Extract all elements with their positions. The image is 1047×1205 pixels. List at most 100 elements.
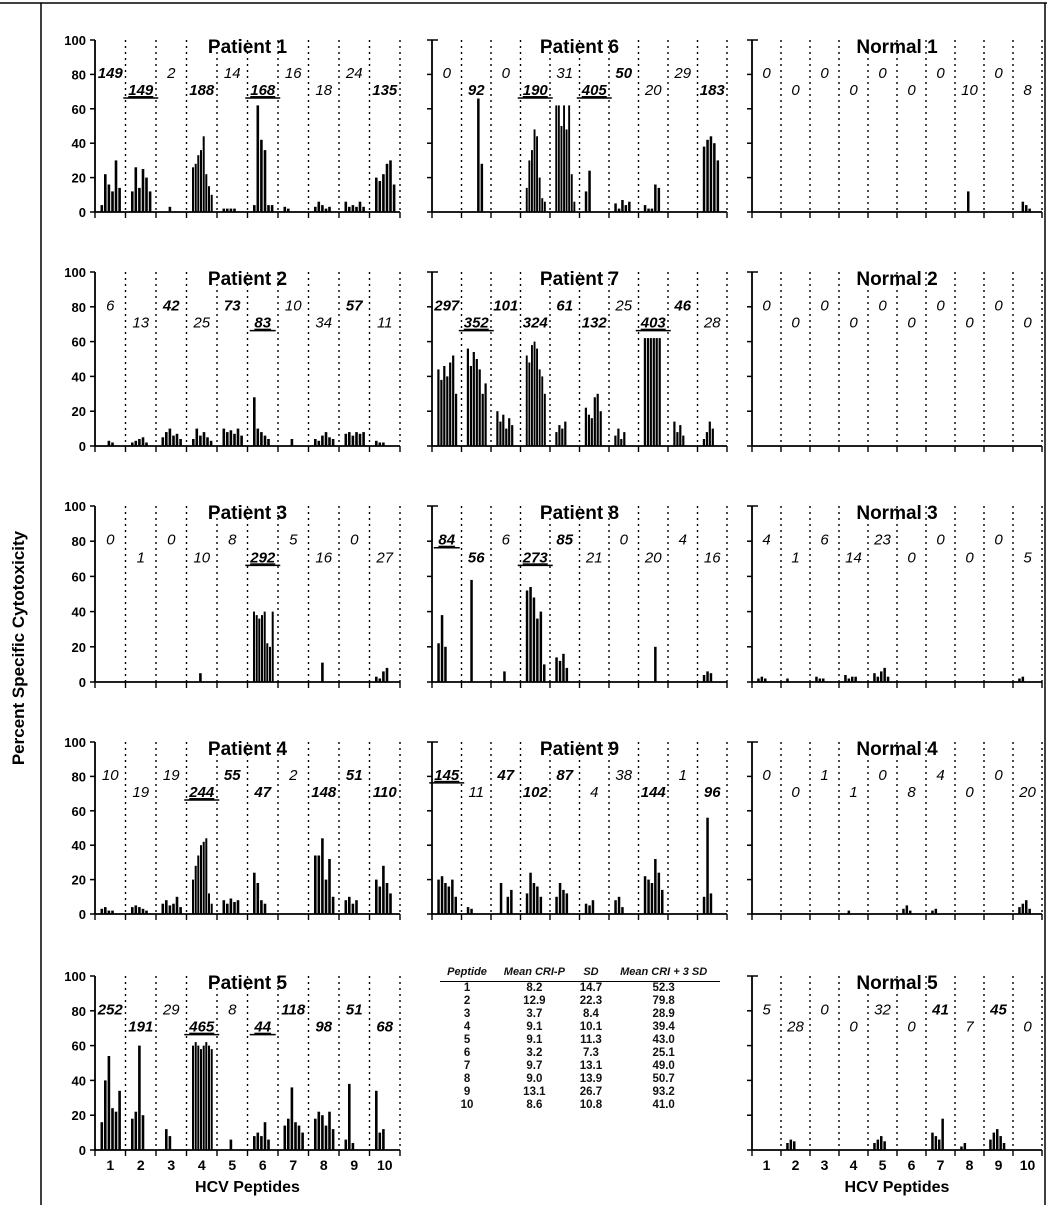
patient-7-bar-p7-4 bbox=[623, 432, 626, 446]
patient-1-bar-p8-5 bbox=[328, 206, 331, 212]
patient-7-bar-p6-4 bbox=[593, 397, 596, 446]
table-row: 10 8.6 10.8 41.0 bbox=[440, 1099, 720, 1112]
patient-8-annotation-p4: 273 bbox=[522, 549, 549, 566]
patient-6-bar-p10-1 bbox=[702, 146, 706, 212]
patient-1-annotation-p4: 188 bbox=[189, 82, 215, 99]
patient-1-y-tick-label: 20 bbox=[72, 171, 86, 186]
normal-4-bar-p6-2 bbox=[905, 905, 909, 914]
table-row: 9 13.1 26.7 93.2 bbox=[440, 1086, 720, 1099]
patient-7-bar-p4-4 bbox=[533, 341, 536, 446]
patient-9-bar-p3-5 bbox=[510, 889, 513, 914]
patient-5-bar-p8-5 bbox=[328, 1111, 331, 1150]
patient-3-y-tick-label: 60 bbox=[72, 569, 86, 584]
table-cell: 52.3 bbox=[652, 982, 675, 994]
patient-5-bar-p4-1 bbox=[192, 1045, 194, 1150]
patient-4-bar-p1-4 bbox=[111, 910, 114, 914]
patient-5-bar-p9-1 bbox=[344, 1139, 348, 1150]
patient-2-bar-p6-5 bbox=[267, 439, 270, 446]
normal-2-annotation-p5: 0 bbox=[878, 297, 887, 314]
patient-1-bar-p10-4 bbox=[385, 163, 389, 212]
patient-1-bar-p3-3 bbox=[168, 206, 172, 212]
patient-7-annotation-p4: 324 bbox=[523, 315, 549, 332]
patient-7-bar-p1-6 bbox=[452, 355, 455, 446]
patient-5-bar-p5-3 bbox=[229, 1139, 233, 1150]
patient-7-bar-p3-3 bbox=[502, 414, 505, 446]
patient-5-y-tick-label: 40 bbox=[72, 1073, 86, 1088]
patient-1-bar-p6-3 bbox=[260, 139, 263, 212]
normal-4-bar-p6-3 bbox=[909, 910, 912, 914]
patient-8-bar-p10-3 bbox=[709, 673, 713, 682]
table-row: 6 3.2 7.3 25.1 bbox=[440, 1047, 720, 1060]
patient-4-title: Patient 4 bbox=[208, 739, 288, 760]
normal-4-bar-p10-2 bbox=[1021, 903, 1025, 914]
patient-7-bar-p4-8 bbox=[543, 393, 546, 446]
patient-2-bar-p4-1 bbox=[192, 439, 195, 446]
patient-8-bar-p5-2 bbox=[558, 660, 562, 682]
patient-1-bar-p10-5 bbox=[389, 160, 392, 212]
normal-5-bar-p9-4 bbox=[999, 1136, 1002, 1150]
normal-4-annotation-p5: 0 bbox=[878, 767, 887, 784]
table-cell: 1 bbox=[463, 982, 471, 994]
normal-3-bar-p4-3 bbox=[851, 676, 854, 682]
patient-4-annotation-p8: 148 bbox=[311, 784, 337, 801]
patient-5-bar-p6-4 bbox=[263, 1122, 267, 1150]
patient-9-bar-p8-6 bbox=[661, 889, 664, 914]
table-header-mean-cri-3sd: Mean CRI + 3 SD bbox=[620, 966, 708, 978]
patient-1-bar-p9-1 bbox=[344, 201, 348, 212]
normal-5-bar-p7-2 bbox=[934, 1136, 938, 1150]
normal-5-bar-p5-3 bbox=[880, 1136, 883, 1150]
patient-1-bar-p9-4 bbox=[355, 206, 358, 212]
patient-1-bar-p6-1 bbox=[253, 205, 256, 212]
patient-7-bar-p7-1 bbox=[614, 435, 617, 446]
patient-5-bar-p1-5 bbox=[114, 1111, 118, 1150]
patient-9-bar-p8-3 bbox=[650, 883, 654, 914]
patient-1-bar-p2-6 bbox=[148, 191, 152, 212]
patient-5-annotation-p5: 8 bbox=[228, 1001, 237, 1018]
patient-4-bar-p6-2 bbox=[256, 883, 260, 914]
table-header-mean-cri-p: Mean CRI-P bbox=[503, 966, 565, 978]
normal-1-annotation-p2: 0 bbox=[791, 82, 800, 99]
patient-2-annotation-p5: 73 bbox=[224, 297, 241, 314]
patient-6-bar-p4-7 bbox=[541, 198, 544, 212]
table-cell: 41.0 bbox=[652, 1099, 675, 1111]
patient-3-annotation-p10: 27 bbox=[375, 549, 393, 566]
table-cell: 3.7 bbox=[526, 1008, 543, 1020]
normal-4-bar-p10-1 bbox=[1018, 907, 1021, 914]
patient-6-bar-p2-4 bbox=[477, 98, 480, 212]
patient-7-bar-p7-3 bbox=[620, 439, 623, 446]
normal-5-bar-p9-1 bbox=[989, 1139, 992, 1150]
patient-6-annotation-p10: 183 bbox=[700, 82, 726, 99]
patient-9-bar-p5-1 bbox=[555, 896, 558, 914]
patient-5-bar-p9-3 bbox=[351, 1143, 355, 1150]
table-row: 1 8.2 14.7 52.3 bbox=[440, 982, 720, 996]
patient-8-bar-p3-3 bbox=[503, 671, 506, 682]
patient-4-bar-p10-4 bbox=[385, 883, 389, 914]
normal-5-bar-p2-3 bbox=[793, 1141, 796, 1150]
patient-4-bar-p4-6 bbox=[205, 838, 208, 914]
table-row: 8 9.0 13.9 50.7 bbox=[440, 1073, 720, 1086]
table-cell: 28.9 bbox=[652, 1008, 675, 1020]
patient-8-annotation-p7: 0 bbox=[620, 532, 629, 549]
patient-9-bar-p4-4 bbox=[536, 886, 539, 914]
patient-4-bar-p8-5 bbox=[328, 859, 331, 914]
patient-2-annotation-p6: 83 bbox=[254, 315, 271, 332]
patient-7-bar-p1-2 bbox=[440, 379, 443, 446]
normal-5-x-axis-title: HCV Peptides bbox=[845, 1179, 950, 1196]
patient-2-bar-p1-4 bbox=[111, 442, 114, 446]
patient-5-x-tick-label: 9 bbox=[350, 1157, 358, 1173]
patient-1-bar-p2-2 bbox=[134, 167, 138, 212]
patient-5-y-tick-label: 100 bbox=[64, 969, 86, 984]
patient-9-bar-p1-1 bbox=[437, 879, 440, 914]
patient-7-annotation-p5: 61 bbox=[556, 297, 573, 314]
patient-9-bar-p5-2 bbox=[558, 883, 562, 914]
normal-4-annotation-p4: 1 bbox=[849, 784, 857, 801]
patient-4-bar-p2-2 bbox=[134, 905, 138, 914]
table-cell: 5 bbox=[463, 1034, 471, 1046]
patient-2-bar-p3-4 bbox=[172, 435, 175, 446]
patient-5-bar-p4-3 bbox=[197, 1045, 200, 1150]
patient-6-bar-p5-5 bbox=[565, 129, 568, 212]
patient-1-y-tick-label: 60 bbox=[72, 102, 86, 117]
normal-3-bar-p10-1 bbox=[1018, 678, 1021, 682]
patient-1-bar-p6-6 bbox=[270, 205, 274, 212]
patient-1-y-tick-label: 0 bbox=[79, 205, 86, 220]
